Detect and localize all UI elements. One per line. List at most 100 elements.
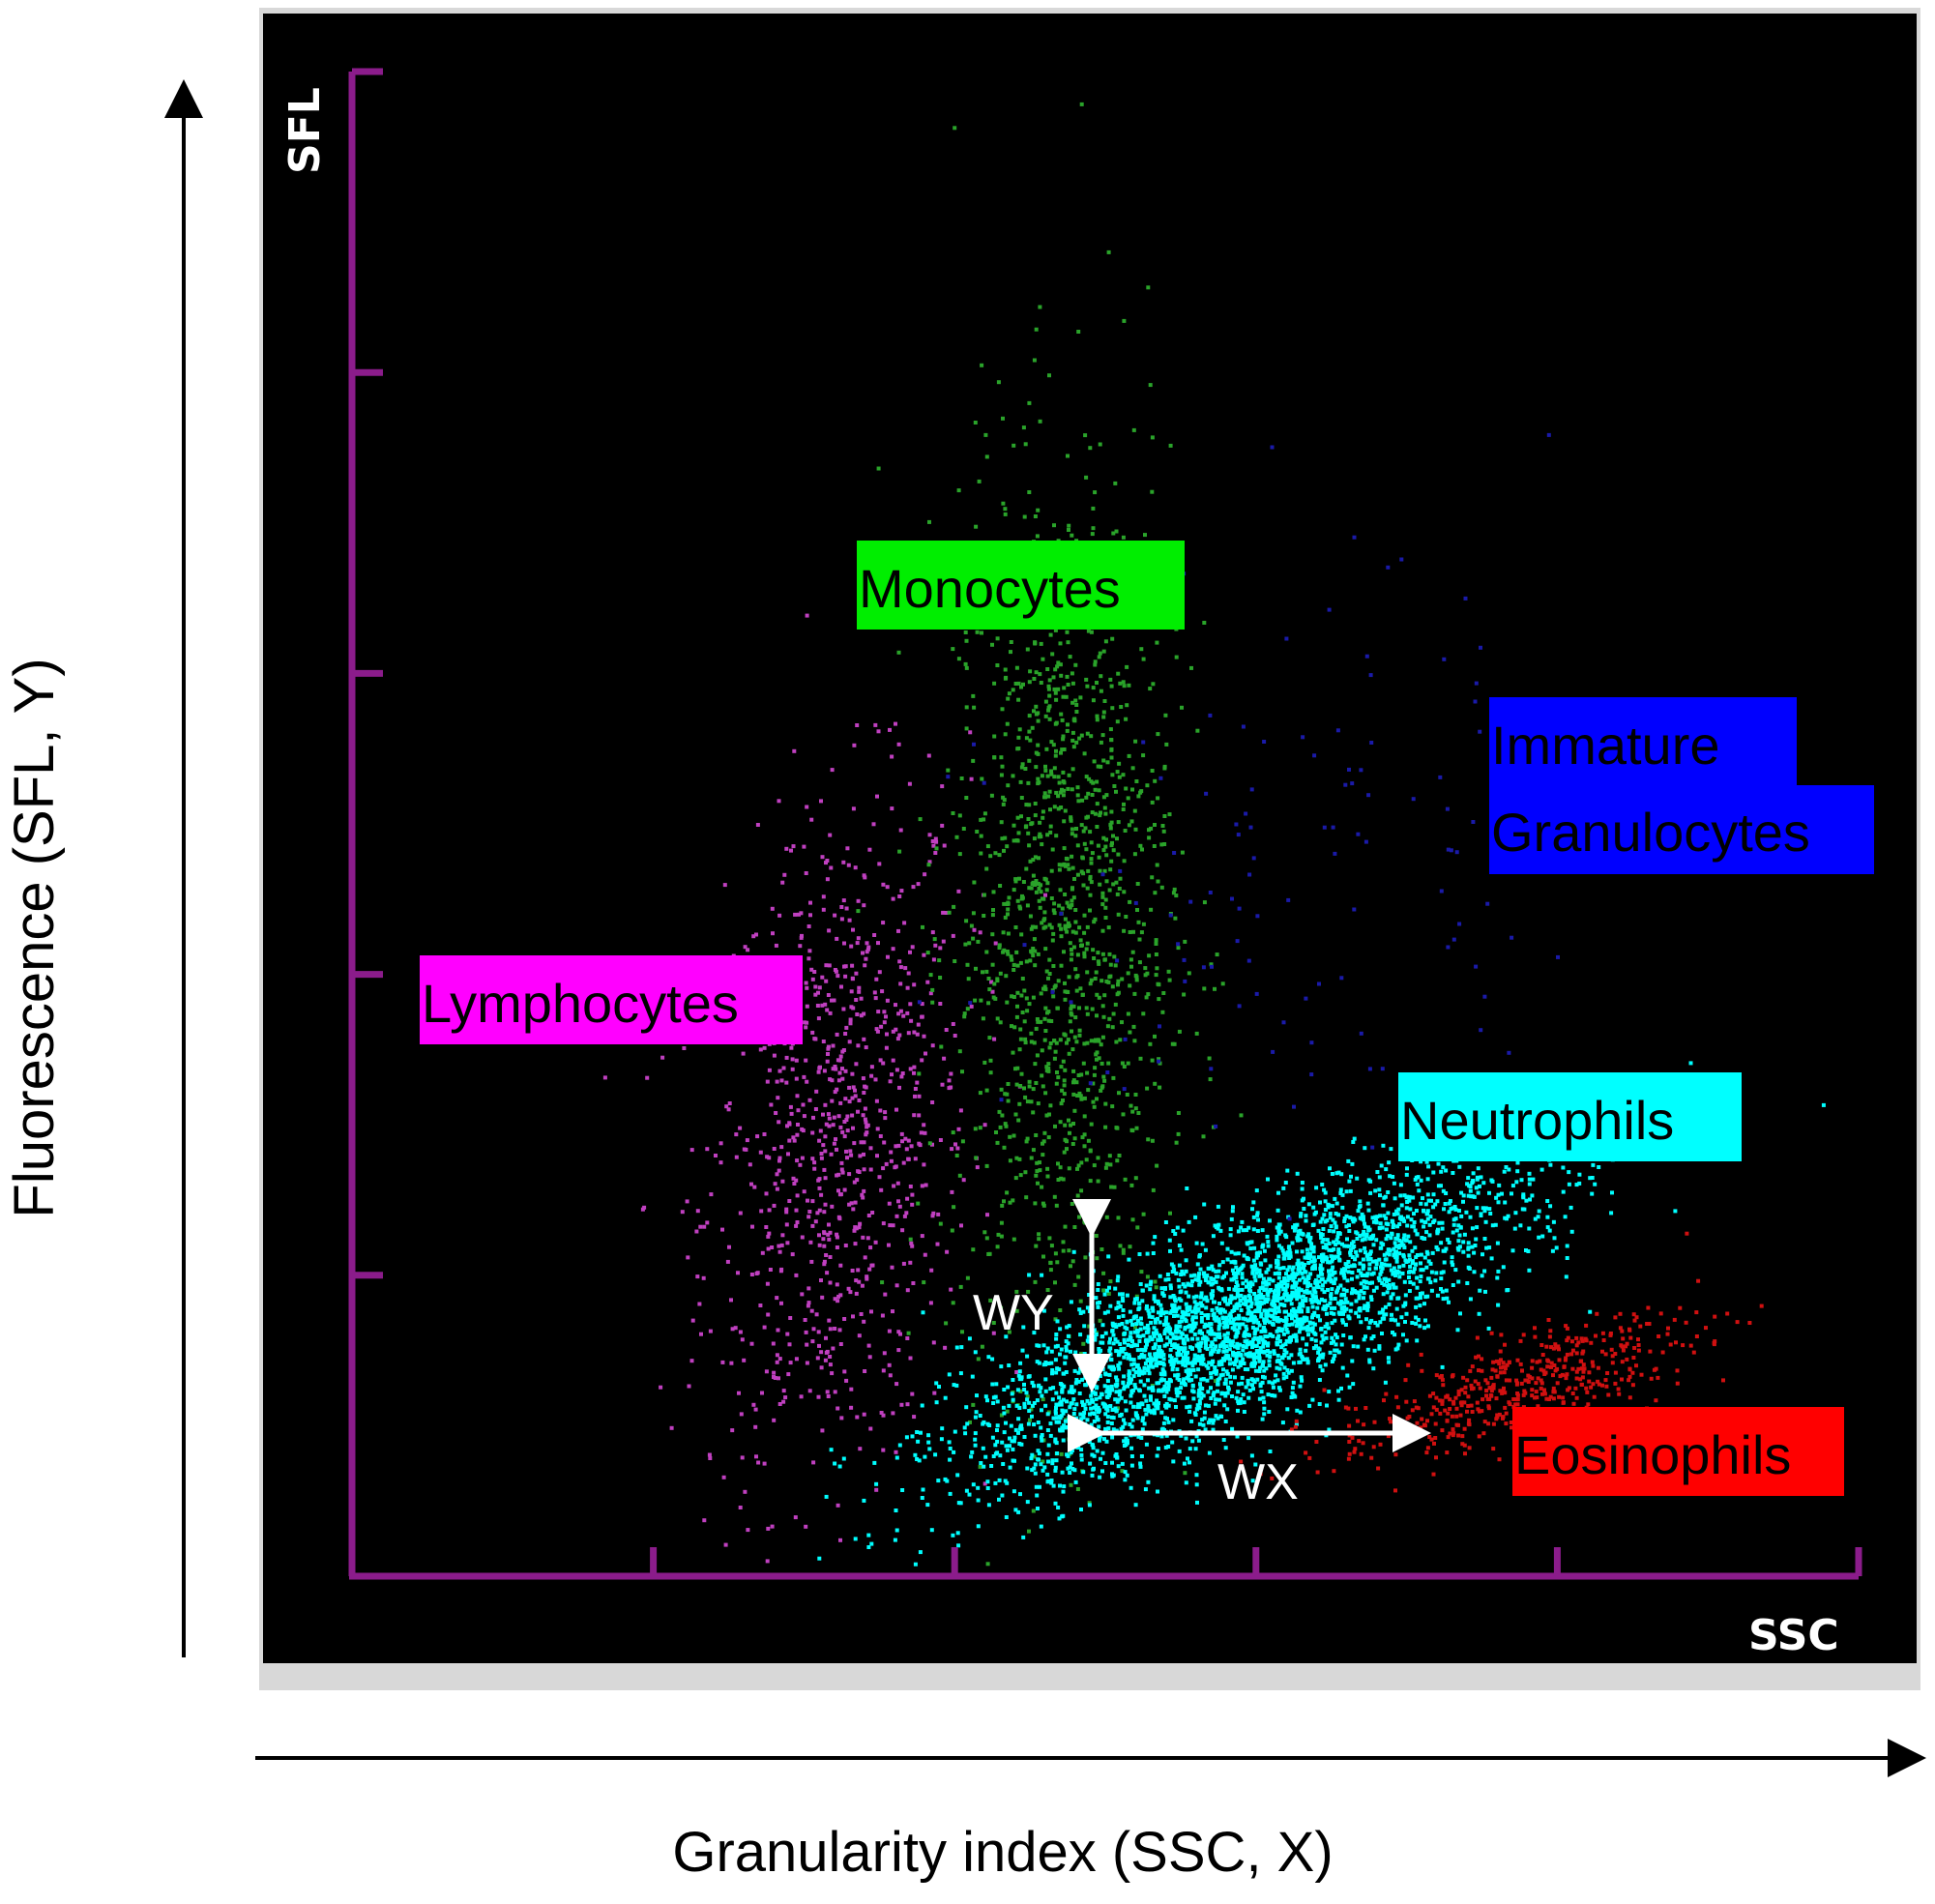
scatter-point xyxy=(1129,1183,1134,1187)
scatter-point xyxy=(1588,1309,1593,1314)
scatter-point xyxy=(983,1454,988,1459)
scatter-point xyxy=(1202,900,1207,905)
scatter-point xyxy=(1198,1267,1203,1272)
scatter-point xyxy=(1276,1228,1281,1233)
scatter-point xyxy=(1235,1283,1240,1288)
scatter-point xyxy=(827,963,832,968)
scatter-point xyxy=(1275,1259,1280,1264)
scatter-point xyxy=(916,1022,921,1027)
scatter-point xyxy=(1068,1471,1072,1475)
scatter-point xyxy=(836,1406,840,1411)
scatter-point xyxy=(1135,882,1140,886)
scatter-point xyxy=(1117,1154,1122,1157)
scatter-point xyxy=(1114,1325,1119,1330)
scatter-point xyxy=(864,1120,868,1125)
scatter-point xyxy=(1075,1166,1079,1171)
scatter-point xyxy=(1192,1353,1197,1358)
scatter-point xyxy=(1029,1031,1034,1036)
scatter-point xyxy=(1085,924,1090,929)
scatter-point xyxy=(1041,1203,1046,1208)
scatter-point xyxy=(1091,948,1096,952)
scatter-point xyxy=(1160,1010,1165,1014)
scatter-point xyxy=(838,1342,843,1346)
scatter-point xyxy=(784,1207,789,1212)
scatter-point xyxy=(1152,1326,1157,1331)
scatter-point xyxy=(1148,383,1153,388)
scatter-point xyxy=(1042,791,1047,796)
scatter-point xyxy=(1340,1205,1345,1210)
scatter-point xyxy=(1245,1256,1249,1261)
scatter-point xyxy=(1245,1228,1249,1233)
scatter-point xyxy=(819,1192,824,1197)
scatter-point xyxy=(861,1076,865,1081)
scatter-point xyxy=(1110,636,1115,641)
scatter-point xyxy=(817,1343,821,1348)
scatter-point xyxy=(1116,671,1121,676)
scatter-point xyxy=(1444,1168,1449,1173)
scatter-point xyxy=(1336,1241,1341,1245)
scatter-point xyxy=(890,754,894,759)
scatter-point xyxy=(1144,995,1149,1000)
scatter-point xyxy=(1145,1251,1150,1256)
scatter-point xyxy=(1068,905,1072,910)
scatter-point xyxy=(1281,1376,1286,1381)
scatter-point xyxy=(1022,514,1027,519)
scatter-point xyxy=(1096,1156,1100,1160)
scatter-point xyxy=(1125,1293,1129,1298)
scatter-point xyxy=(1030,725,1035,730)
scatter-point xyxy=(1005,1409,1010,1414)
scatter-point xyxy=(1037,887,1041,891)
scatter-point xyxy=(922,952,926,957)
scatter-point xyxy=(1153,1034,1157,1039)
scatter-point xyxy=(1109,738,1114,742)
scatter-point xyxy=(1284,1272,1288,1276)
scatter-point xyxy=(1266,1240,1271,1245)
scatter-point xyxy=(1205,1299,1210,1304)
scatter-point xyxy=(1241,1302,1246,1306)
scatter-point xyxy=(854,971,859,976)
scatter-point xyxy=(1187,1294,1191,1299)
scatter-point xyxy=(839,1167,844,1172)
scatter-point xyxy=(1124,717,1129,721)
scatter-point xyxy=(1398,1183,1403,1187)
scatter-point xyxy=(701,1275,706,1280)
scatter-point xyxy=(1011,1133,1016,1138)
scatter-point xyxy=(1122,1355,1127,1360)
scatter-point xyxy=(1252,1274,1257,1279)
scatter-point xyxy=(1071,745,1076,749)
scatter-point xyxy=(1130,1418,1135,1422)
scatter-point xyxy=(1429,1198,1433,1203)
scatter-point xyxy=(1056,794,1061,799)
scatter-point xyxy=(1150,1388,1155,1392)
scatter-point xyxy=(825,859,830,863)
scatter-point xyxy=(944,1028,949,1032)
scatter-point xyxy=(1076,330,1081,334)
scatter-point xyxy=(1343,1297,1348,1302)
scatter-point xyxy=(1311,1249,1316,1254)
scatter-point xyxy=(977,479,982,483)
scatter-point xyxy=(779,1078,784,1083)
scatter-point xyxy=(855,941,860,946)
scatter-point xyxy=(1318,1200,1322,1205)
scatter-point xyxy=(1325,1218,1330,1223)
scatter-point xyxy=(1459,1190,1464,1195)
scatter-point xyxy=(1250,1479,1255,1483)
scatter-point xyxy=(1058,1308,1063,1312)
scatter-point xyxy=(1357,1293,1362,1298)
scatter-point xyxy=(1515,1160,1520,1165)
scatter-point xyxy=(1095,1356,1099,1361)
scatter-point xyxy=(997,943,1002,948)
scatter-point xyxy=(862,1188,866,1193)
scatter-point xyxy=(1487,1190,1491,1195)
scatter-point xyxy=(1278,1296,1282,1301)
scatter-point xyxy=(1041,1438,1046,1443)
scatter-point xyxy=(772,1147,777,1151)
scatter-point xyxy=(1298,1384,1303,1389)
scatter-point xyxy=(943,1395,948,1400)
scatter-point xyxy=(1079,1097,1084,1101)
scatter-point xyxy=(1478,1184,1481,1188)
scatter-point xyxy=(1351,1240,1356,1245)
scatter-point xyxy=(918,1143,923,1148)
scatter-point xyxy=(1071,1080,1075,1085)
scatter-point xyxy=(1100,1035,1105,1040)
